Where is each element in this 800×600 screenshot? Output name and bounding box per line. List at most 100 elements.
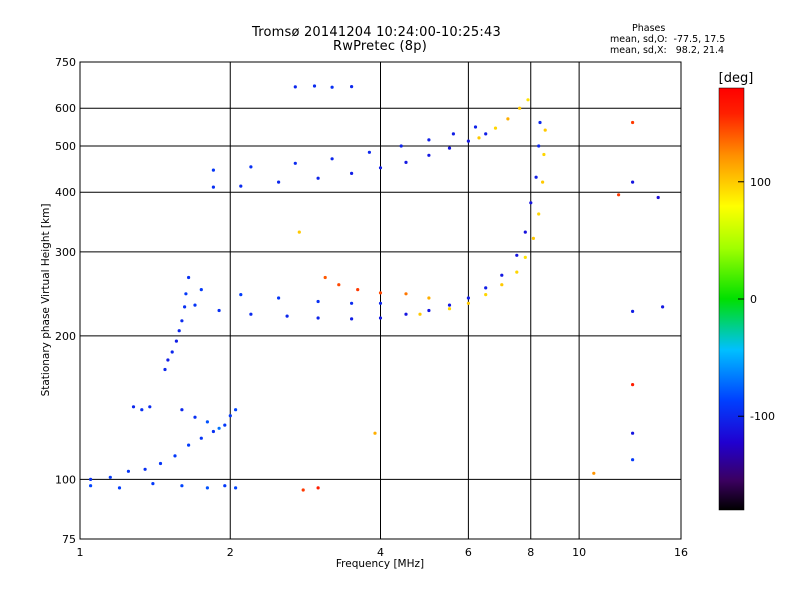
x-tick-label: 10 [572, 546, 586, 559]
data-points [89, 84, 665, 492]
data-point [350, 85, 354, 89]
data-point [205, 486, 209, 490]
data-point [427, 308, 431, 313]
data-point [447, 307, 452, 311]
data-point [350, 317, 354, 321]
data-point [187, 275, 191, 280]
data-point [378, 166, 383, 170]
data-point [484, 286, 488, 290]
data-point [177, 329, 181, 333]
data-point [542, 152, 546, 157]
data-point [183, 305, 187, 309]
data-point [170, 350, 174, 354]
data-point [131, 405, 136, 409]
data-point [163, 367, 167, 372]
y-tick-label: 400 [55, 186, 76, 199]
data-point [484, 132, 488, 136]
data-point [631, 458, 635, 462]
data-point [404, 312, 408, 316]
data-point [631, 309, 635, 313]
x-axis-ticks: 1 2 4 6 8 10 16 [77, 546, 689, 559]
data-point [484, 293, 488, 297]
data-point [234, 486, 238, 490]
colorbar-tick-label: 100 [750, 176, 771, 189]
data-point [617, 193, 621, 197]
colorbar-ticks: 100 0 -100 [738, 176, 775, 423]
data-point [166, 358, 170, 362]
data-point [193, 415, 197, 419]
data-point [301, 488, 305, 492]
y-axis-label: Stationary phase Virtual Height [km] [40, 204, 52, 397]
data-point [515, 253, 519, 257]
data-point [541, 180, 545, 184]
x-tick-label: 1 [77, 546, 84, 559]
data-point [356, 288, 360, 292]
data-point [199, 288, 203, 292]
data-point [211, 168, 215, 172]
data-point [427, 296, 431, 300]
x-axis-label: Frequency [MHz] [336, 558, 424, 570]
data-point [631, 180, 635, 184]
data-point [249, 312, 253, 316]
y-tick-label: 750 [55, 56, 76, 69]
data-point [297, 230, 301, 234]
colorbar: [deg] 100 0 -100 [719, 71, 775, 511]
data-point [500, 273, 504, 277]
y-tick-label: 200 [55, 330, 76, 343]
phases-o-stats: mean, sd,O: -77.5, 17.5 [610, 34, 726, 45]
data-point [515, 270, 519, 274]
data-point [367, 150, 371, 154]
data-point [330, 85, 334, 89]
data-point [466, 301, 470, 305]
data-point [427, 138, 431, 142]
data-point [239, 293, 243, 297]
data-point [89, 484, 93, 488]
data-point [193, 303, 197, 307]
data-point [473, 125, 478, 129]
data-point [656, 195, 660, 200]
plot-frame [79, 61, 682, 540]
data-point [378, 316, 383, 320]
data-point [506, 117, 510, 121]
data-point [529, 201, 533, 205]
y-axis-ticks: 75 100 200 300 400 500 600 750 [55, 56, 76, 546]
chart-title: Tromsø 20141204 10:24:00-10:25:43 [252, 25, 501, 40]
data-point [337, 283, 341, 287]
data-point [500, 283, 504, 287]
data-point [592, 471, 596, 475]
data-point [427, 153, 431, 157]
data-point [518, 106, 522, 110]
data-point [293, 161, 297, 165]
data-point [447, 146, 452, 150]
data-point [180, 408, 184, 412]
data-point [89, 477, 93, 481]
x-tick-label: 8 [527, 546, 534, 559]
data-point [148, 405, 152, 409]
x-tick-label: 16 [674, 546, 688, 559]
y-tick-label: 100 [55, 473, 76, 486]
phases-x-stats: mean, sd,X: 98.2, 21.4 [610, 45, 725, 56]
data-point [143, 467, 147, 471]
data-point [174, 339, 178, 343]
data-point [466, 296, 470, 300]
data-point [239, 184, 243, 188]
data-point [228, 414, 232, 418]
data-point [534, 175, 538, 179]
data-point [277, 180, 281, 184]
y-tick-label: 75 [62, 533, 76, 546]
data-point [158, 461, 163, 466]
data-point [180, 484, 184, 488]
chart-subtitle: RwPretec (8p) [333, 39, 427, 54]
data-point [537, 212, 541, 216]
colorbar-tick-label: 0 [750, 293, 757, 306]
x-tick-label: 2 [227, 546, 234, 559]
data-point [350, 171, 354, 175]
data-point [316, 486, 320, 490]
data-point [117, 486, 122, 490]
data-point [661, 305, 665, 309]
data-point [631, 431, 635, 435]
data-point [526, 98, 530, 102]
data-point [217, 308, 221, 313]
data-point [631, 383, 635, 387]
